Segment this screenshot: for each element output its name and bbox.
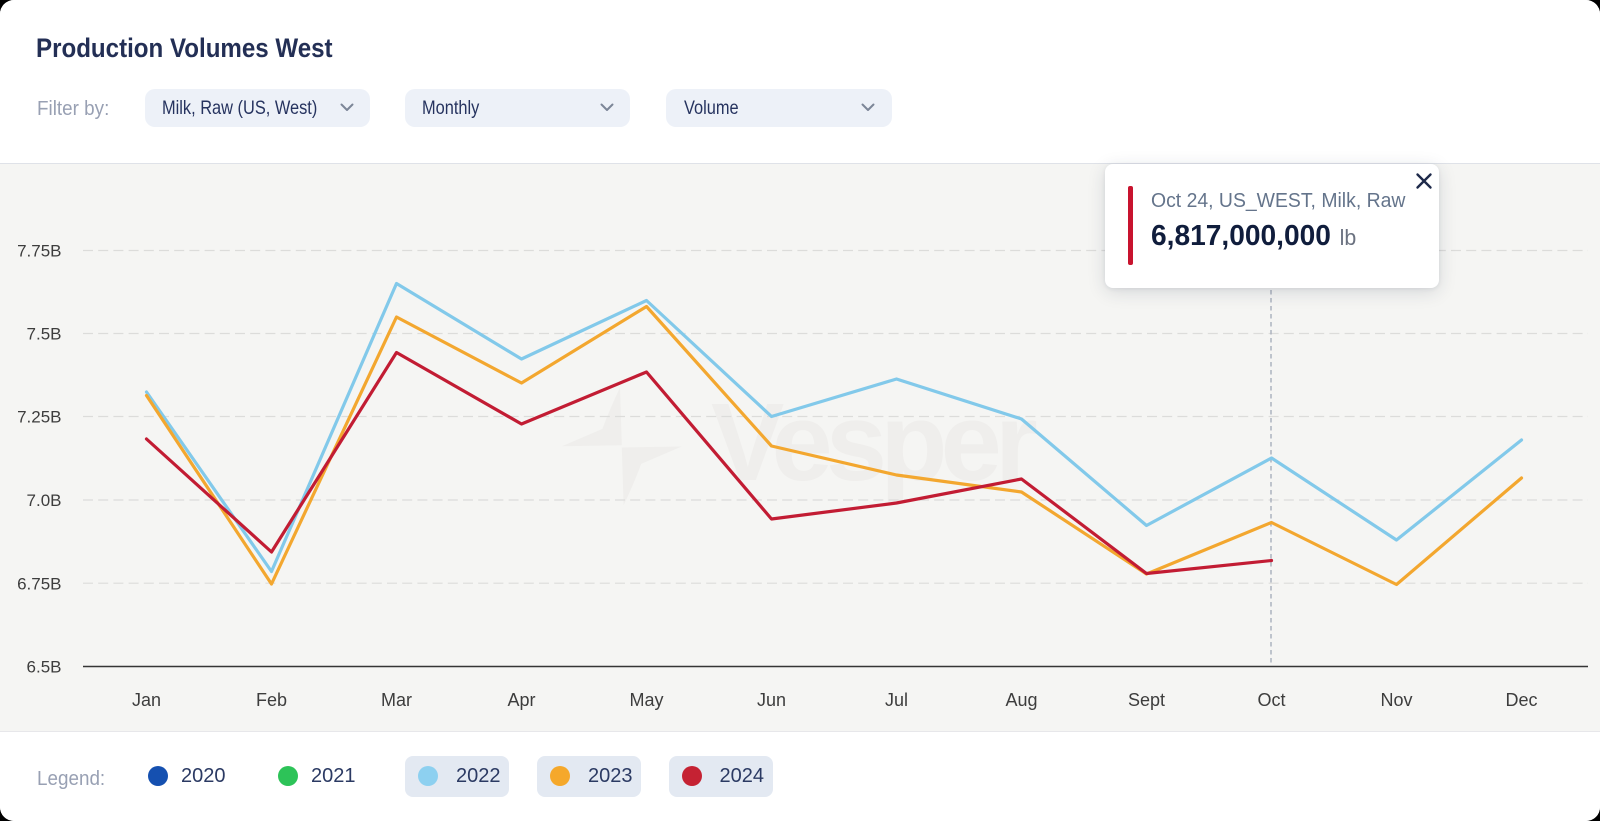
svg-text:7.0B: 7.0B (27, 491, 62, 510)
svg-text:7.5B: 7.5B (27, 325, 62, 344)
svg-text:Nov: Nov (1380, 690, 1412, 710)
svg-text:Apr: Apr (507, 690, 535, 710)
svg-text:Feb: Feb (256, 690, 287, 710)
svg-text:6.75B: 6.75B (17, 574, 61, 593)
svg-text:7.25B: 7.25B (17, 408, 61, 427)
svg-text:Sept: Sept (1128, 690, 1165, 710)
svg-text:May: May (629, 690, 663, 710)
svg-text:Jan: Jan (132, 690, 161, 710)
svg-text:Dec: Dec (1505, 690, 1537, 710)
svg-text:Mar: Mar (381, 690, 412, 710)
svg-text:Jun: Jun (757, 690, 786, 710)
svg-text:Jul: Jul (885, 690, 908, 710)
svg-text:Aug: Aug (1005, 690, 1037, 710)
svg-text:Oct: Oct (1257, 690, 1285, 710)
svg-text:6.5B: 6.5B (27, 658, 62, 677)
svg-text:7.75B: 7.75B (17, 242, 61, 261)
